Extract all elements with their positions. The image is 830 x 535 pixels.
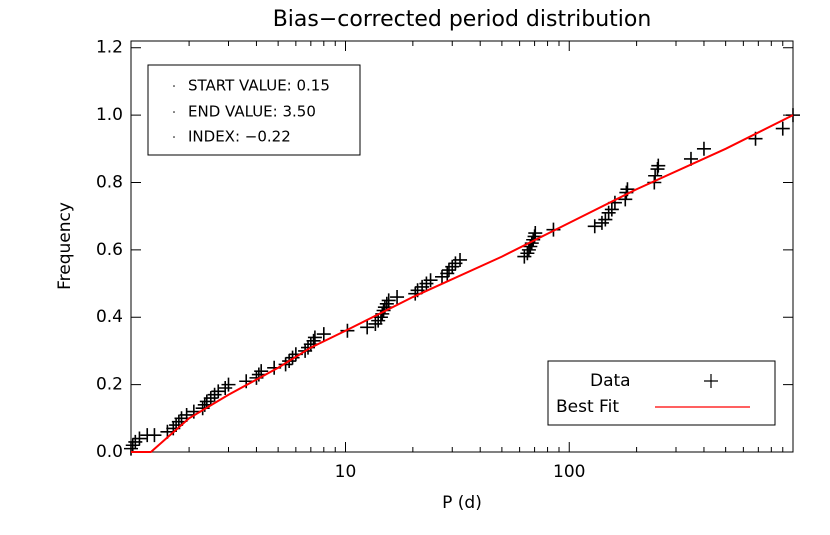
data-point xyxy=(307,330,322,345)
data-point xyxy=(147,428,162,443)
data-point xyxy=(601,205,616,220)
data-point xyxy=(546,222,561,237)
annotation-box xyxy=(147,64,361,156)
data-point xyxy=(696,141,711,156)
annotation-dot xyxy=(173,85,175,87)
data-point xyxy=(526,232,541,247)
y-tick-label: 0.6 xyxy=(96,240,123,260)
data-point xyxy=(379,296,394,311)
data-point xyxy=(132,431,147,446)
data-point xyxy=(203,391,218,406)
plot-frame xyxy=(130,40,794,453)
data-point xyxy=(316,327,331,342)
data-point xyxy=(368,316,383,331)
y-tick-label: 0.4 xyxy=(96,307,123,327)
fit-line xyxy=(131,114,794,453)
data-point xyxy=(221,377,236,392)
data-point xyxy=(360,320,375,335)
data-point xyxy=(594,215,609,230)
annotation-dot xyxy=(173,136,175,138)
data-point xyxy=(125,438,140,453)
data-point xyxy=(598,212,613,227)
x-tick-label: 10 xyxy=(335,462,357,482)
data-point xyxy=(651,158,666,173)
data-point xyxy=(390,290,405,305)
data-point xyxy=(604,202,619,217)
data-point xyxy=(587,219,602,234)
legend-label: Best Fit xyxy=(556,397,619,417)
legend-label: Data xyxy=(590,371,631,391)
data-point xyxy=(381,293,396,308)
data-point xyxy=(207,387,222,402)
data-point xyxy=(528,226,543,241)
data-point xyxy=(278,357,293,372)
annotation: START VALUE: 0.15 xyxy=(188,77,330,95)
data-point xyxy=(254,364,269,379)
y-tick-label: 0.2 xyxy=(96,375,123,395)
legend-marker xyxy=(704,374,718,388)
data-point xyxy=(441,263,456,278)
data-point xyxy=(211,384,226,399)
data-point xyxy=(775,121,790,136)
data-point xyxy=(520,246,535,261)
annotation-dot xyxy=(173,111,175,113)
legend-box xyxy=(547,360,776,426)
y-tick-label: 1.0 xyxy=(96,105,123,125)
data-point xyxy=(445,259,460,274)
data-point xyxy=(423,273,438,288)
y-tick-label: 0.8 xyxy=(96,172,123,192)
x-axis-label: P (d) xyxy=(442,493,482,513)
data-point xyxy=(218,380,233,395)
y-axis-label: Frequency xyxy=(55,202,75,290)
annotation: END VALUE: 3.50 xyxy=(188,103,316,121)
x-tick-label: 100 xyxy=(553,462,585,482)
data-point xyxy=(453,252,468,267)
data-point xyxy=(521,242,536,257)
chart-title: Bias−corrected period distribution xyxy=(273,7,652,32)
data-point xyxy=(376,303,391,318)
y-tick-label: 0.0 xyxy=(96,442,123,462)
y-tick-label: 1.2 xyxy=(96,38,123,58)
data-point xyxy=(285,350,300,365)
annotation: INDEX: −0.22 xyxy=(188,128,291,146)
